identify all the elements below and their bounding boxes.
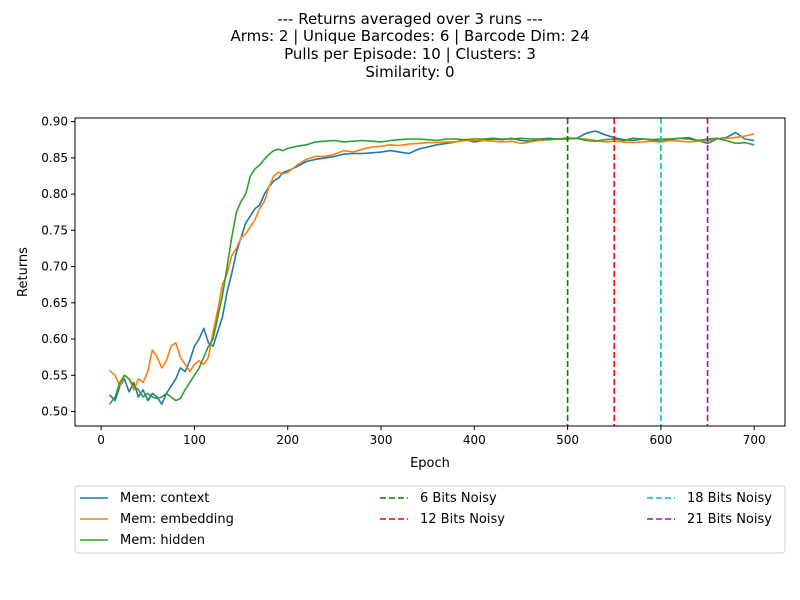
y-axis-label: Returns <box>16 247 31 297</box>
legend: Mem: context Mem: embedding Mem: hidden 6 B… <box>74 485 786 554</box>
chart-title: --- Returns averaged over 3 runs --- Arm… <box>231 10 590 81</box>
title-line-2: Arms: 2 | Unique Barcodes: 6 | Barcode D… <box>231 27 590 45</box>
plot-frame <box>74 117 786 427</box>
y-tick-label: 0.55 <box>41 368 68 382</box>
series-lines <box>108 130 755 406</box>
y-tick-label: 0.50 <box>41 405 68 419</box>
noise-markers <box>566 118 709 426</box>
y-tick-label: 0.80 <box>41 187 68 201</box>
x-tick-label: 500 <box>556 433 579 447</box>
series-line <box>108 133 755 391</box>
y-tick-label: 0.90 <box>41 115 68 129</box>
x-tick-label: 400 <box>463 433 486 447</box>
legend-entry-label: Mem: hidden <box>120 533 205 548</box>
series-line <box>108 136 755 405</box>
title-line-3: Pulls per Episode: 10 | Clusters: 3 <box>284 45 536 63</box>
axis-ticks: 0 100 200 300 400 500 600 700 0.50 0.55 0.60 0.65 0.… <box>41 115 765 447</box>
y-tick-label: 0.85 <box>41 151 68 165</box>
x-tick-label: 100 <box>183 433 206 447</box>
x-tick-label: 300 <box>370 433 393 447</box>
x-tick-label: 0 <box>97 433 105 447</box>
legend-frame <box>74 485 786 554</box>
legend-entry-label: 6 Bits Noisy <box>420 491 497 506</box>
y-tick-label: 0.70 <box>41 260 68 274</box>
x-axis-label: Epoch <box>410 456 450 471</box>
series-line <box>108 130 755 406</box>
title-line-1: --- Returns averaged over 3 runs --- <box>277 10 543 28</box>
title-line-4: Similarity: 0 <box>365 63 454 81</box>
y-tick-label: 0.60 <box>41 332 68 346</box>
y-tick-label: 0.65 <box>41 296 68 310</box>
legend-entry-label: 18 Bits Noisy <box>687 491 772 506</box>
legend-entry-label: 12 Bits Noisy <box>420 512 505 527</box>
x-tick-label: 600 <box>649 433 672 447</box>
x-tick-label: 200 <box>276 433 299 447</box>
legend-entry-label: Mem: context <box>120 491 209 506</box>
x-tick-label: 700 <box>743 433 766 447</box>
y-tick-label: 0.75 <box>41 223 68 237</box>
legend-entry-label: Mem: embedding <box>120 512 234 527</box>
legend-entry-label: 21 Bits Noisy <box>687 512 772 527</box>
